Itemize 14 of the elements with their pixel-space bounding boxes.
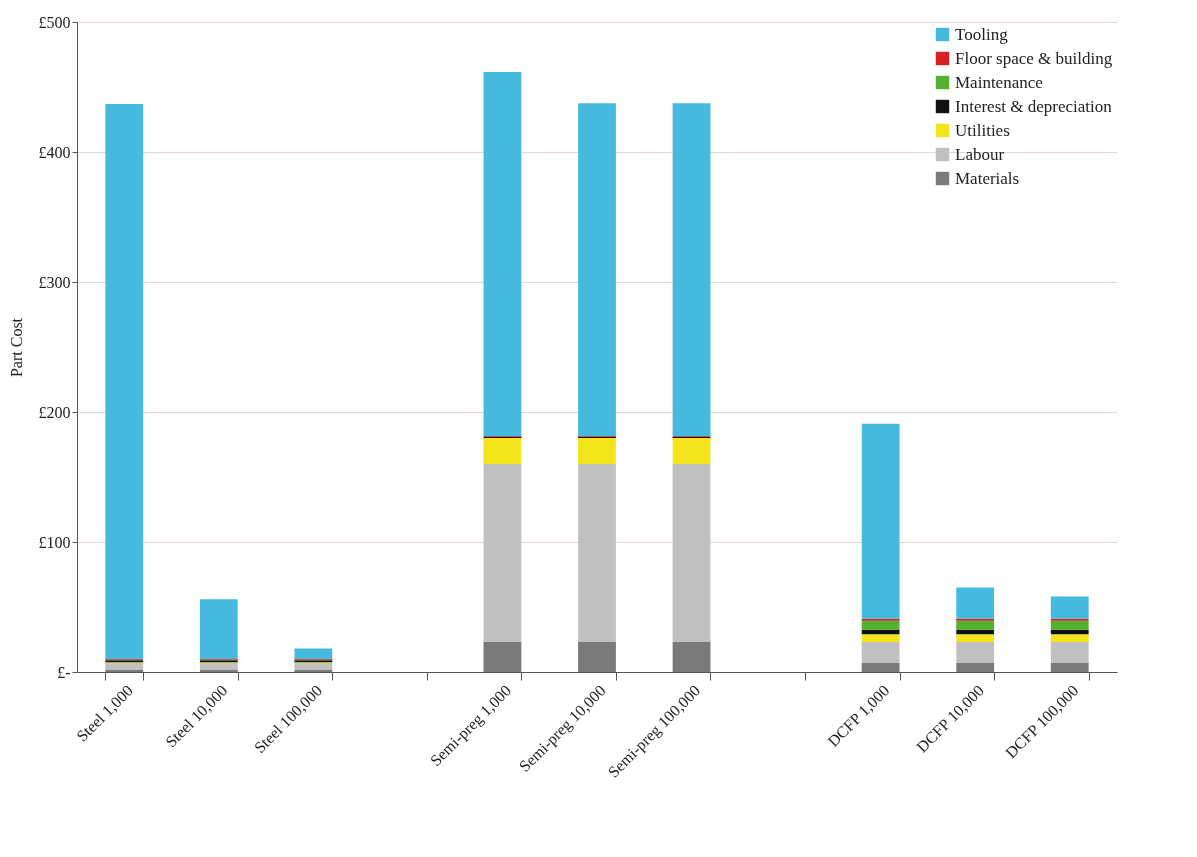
y-tick-label: £100 (38, 533, 71, 551)
y-axis-title: Part Cost (7, 317, 25, 378)
legend-label: Interest & depreciation (955, 96, 1113, 116)
legend-label: Maintenance (955, 72, 1043, 92)
legend-label: Utilities (955, 120, 1010, 140)
legend-label: Labour (955, 144, 1005, 164)
legend-label: Materials (955, 168, 1020, 188)
legend-label: Tooling (955, 24, 1009, 44)
y-tick-label: £200 (38, 403, 71, 421)
y-tick-label: £400 (38, 143, 71, 161)
y-tick-label: £- (57, 663, 71, 681)
y-tick-label: £300 (38, 273, 71, 291)
legend-label: Floor space & building (955, 48, 1113, 68)
y-tick-label: £500 (38, 13, 71, 31)
